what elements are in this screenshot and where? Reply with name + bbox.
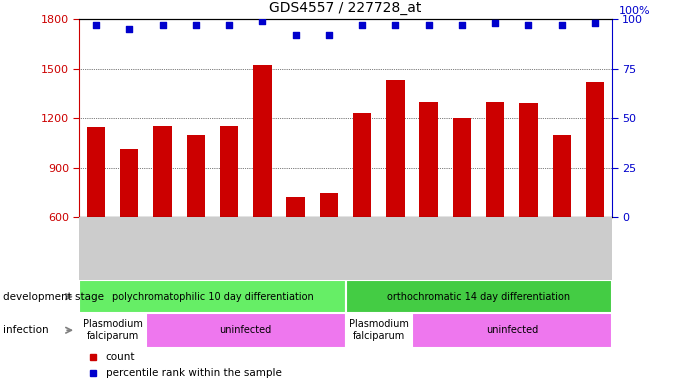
Text: infection: infection — [3, 325, 49, 335]
Point — [456, 22, 467, 28]
Bar — [346, 280, 612, 313]
Bar — [153, 126, 172, 316]
Text: uninfected: uninfected — [220, 325, 272, 335]
Bar — [220, 126, 238, 316]
Point — [257, 18, 268, 24]
Point — [190, 22, 201, 28]
Bar — [253, 65, 272, 316]
Bar — [79, 313, 146, 348]
Bar — [553, 134, 571, 316]
Bar — [412, 313, 612, 348]
Point — [323, 32, 334, 38]
Bar — [79, 280, 346, 313]
Bar — [146, 313, 346, 348]
Text: count: count — [106, 352, 135, 362]
Bar — [346, 313, 412, 348]
Bar — [320, 193, 338, 316]
Bar — [353, 113, 371, 316]
Bar — [453, 118, 471, 316]
Point — [157, 22, 168, 28]
Text: orthochromatic 14 day differentiation: orthochromatic 14 day differentiation — [387, 291, 570, 302]
Bar — [586, 82, 604, 316]
Title: GDS4557 / 227728_at: GDS4557 / 227728_at — [269, 2, 422, 15]
Bar — [386, 80, 404, 316]
Point — [589, 20, 600, 26]
Point — [224, 22, 235, 28]
Point — [91, 22, 102, 28]
Text: uninfected: uninfected — [486, 325, 538, 335]
Text: percentile rank within the sample: percentile rank within the sample — [106, 368, 282, 378]
Text: Plasmodium
falciparum: Plasmodium falciparum — [349, 319, 408, 341]
Bar — [87, 127, 105, 316]
Point — [490, 20, 501, 26]
Point — [556, 22, 567, 28]
Bar — [419, 102, 438, 316]
Bar — [120, 149, 138, 316]
Text: Plasmodium
falciparum: Plasmodium falciparum — [83, 319, 142, 341]
Text: development stage: development stage — [3, 291, 104, 302]
Bar — [187, 134, 205, 316]
Text: 100%: 100% — [619, 7, 650, 17]
Bar — [287, 197, 305, 316]
Bar — [486, 102, 504, 316]
Point — [290, 32, 301, 38]
Point — [390, 22, 401, 28]
Point — [423, 22, 434, 28]
Point — [357, 22, 368, 28]
Bar — [519, 103, 538, 316]
Point — [124, 26, 135, 32]
Point — [523, 22, 534, 28]
Text: polychromatophilic 10 day differentiation: polychromatophilic 10 day differentiatio… — [112, 291, 313, 302]
